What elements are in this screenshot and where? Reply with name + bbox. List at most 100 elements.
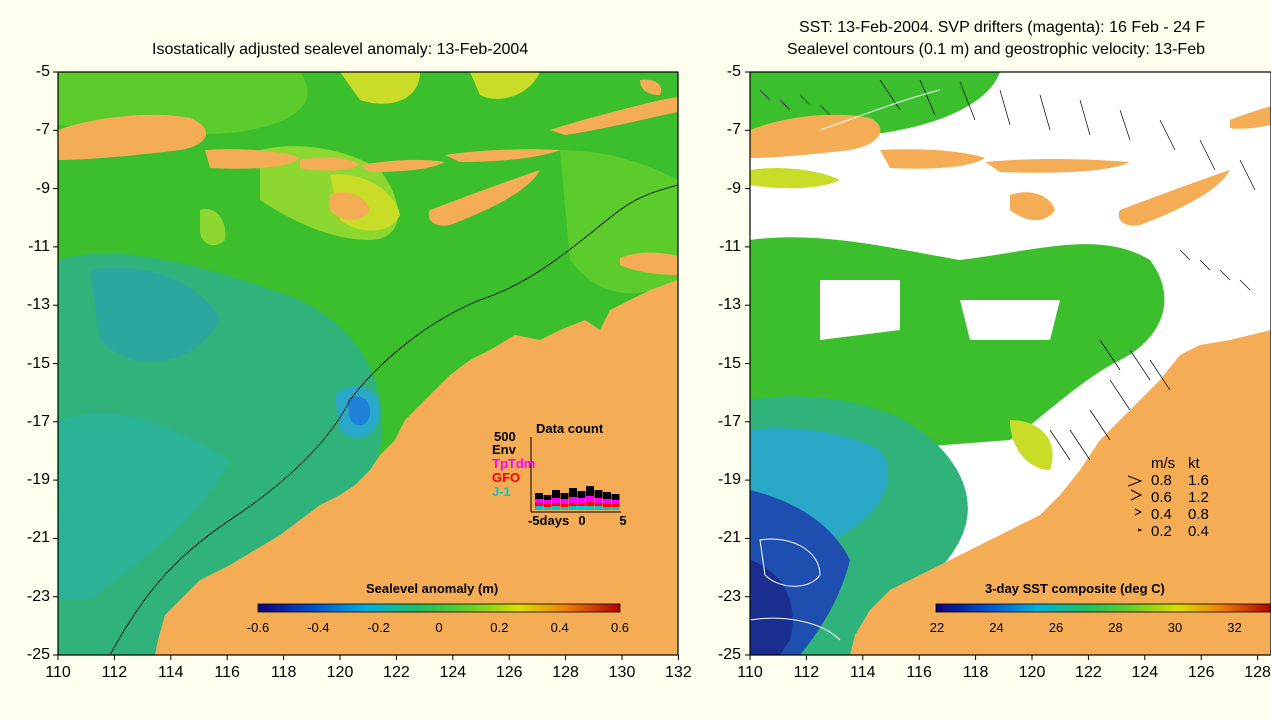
y-tick-label: -23 bbox=[717, 587, 741, 605]
data-count-bar bbox=[611, 500, 620, 504]
sst-colorbar-tick: 30 bbox=[1167, 620, 1183, 635]
x-tick-label: 130 bbox=[608, 664, 636, 681]
y-tick-label: -9 bbox=[726, 179, 741, 197]
data-count-legend-item: TpTdm bbox=[492, 456, 536, 471]
y-tick-label: -5 bbox=[726, 63, 741, 80]
x-tick-label: 132 bbox=[665, 664, 692, 681]
y-tick-label: -9 bbox=[35, 179, 50, 197]
y-tick-label: -23 bbox=[26, 587, 50, 605]
data-count-bar bbox=[535, 503, 543, 506]
data-count-bar bbox=[586, 486, 594, 496]
data-count-bar bbox=[552, 506, 560, 510]
y-tick-label: -13 bbox=[717, 296, 741, 314]
y-tick-label: -5 bbox=[35, 63, 50, 80]
data-count-bar bbox=[543, 507, 552, 510]
data-count-x-tick: 0 bbox=[578, 513, 586, 528]
x-tick-label: 124 bbox=[1131, 664, 1159, 681]
sla-colorbar-tick: -0.2 bbox=[367, 620, 390, 635]
sst-colorbar-title: 3-day SST composite (deg C) bbox=[985, 581, 1165, 596]
sla-colorbar bbox=[257, 603, 621, 613]
y-tick-label: -11 bbox=[719, 237, 741, 255]
left-panel-title: Isostatically adjusted sealevel anomaly:… bbox=[152, 41, 529, 58]
velocity-legend-ms: 0.4 bbox=[1151, 506, 1172, 523]
data-count-bar bbox=[577, 498, 586, 503]
velocity-legend-kt: 1.2 bbox=[1188, 489, 1209, 506]
velocity-legend-header: m/s bbox=[1151, 455, 1176, 472]
data-count-inset bbox=[530, 437, 621, 513]
data-count-bar bbox=[603, 507, 611, 510]
x-tick-label: 114 bbox=[158, 664, 184, 681]
data-count-bar bbox=[577, 503, 586, 506]
sla-colorbar-tick: 0.2 bbox=[490, 620, 509, 635]
data-count-bar bbox=[594, 503, 603, 506]
data-count-legend-item: GFO bbox=[492, 470, 521, 485]
data-count-bar bbox=[577, 491, 586, 498]
sla-colorbar-title: Sealevel anomaly (m) bbox=[366, 581, 499, 596]
data-count-bar bbox=[560, 507, 569, 510]
y-tick-label: -7 bbox=[35, 121, 50, 139]
y-tick-label: -7 bbox=[726, 121, 741, 139]
data-count-bar bbox=[535, 506, 543, 510]
velocity-legend-kt: 0.4 bbox=[1188, 523, 1209, 540]
data-count-bar bbox=[594, 506, 603, 510]
velocity-arrows bbox=[759, 79, 1256, 461]
data-count-scale: 500 bbox=[494, 429, 516, 444]
data-count-bar bbox=[535, 493, 543, 499]
data-count-bar bbox=[552, 503, 560, 506]
right-panel-title-line1: SST: 13-Feb-2004. SVP drifters (magenta)… bbox=[799, 19, 1206, 36]
data-count-bar bbox=[569, 506, 577, 510]
velocity-legend-ms: 0.6 bbox=[1151, 489, 1172, 506]
velocity-legend-arrows bbox=[1127, 475, 1143, 532]
y-tick-label: -19 bbox=[717, 471, 741, 489]
x-tick-label: 110 bbox=[45, 664, 71, 681]
data-count-bar bbox=[577, 506, 586, 510]
x-tick-label: 118 bbox=[270, 664, 297, 681]
y-tick-label: -21 bbox=[717, 529, 741, 547]
velocity-legend-ms: 0.8 bbox=[1151, 472, 1172, 489]
data-count-bar bbox=[569, 503, 577, 506]
data-count-bar bbox=[569, 488, 577, 497]
x-tick-label: 122 bbox=[1075, 664, 1102, 681]
x-tick-label: 128 bbox=[552, 664, 579, 681]
velocity-legend-ms: 0.2 bbox=[1151, 523, 1172, 540]
data-count-bar bbox=[603, 504, 611, 507]
x-tick-label: 128 bbox=[1244, 664, 1271, 681]
sla-colorbar-tick: 0.6 bbox=[610, 620, 630, 635]
data-count-bar bbox=[594, 490, 603, 498]
x-tick-label: 126 bbox=[495, 664, 523, 681]
data-count-bar bbox=[543, 500, 552, 504]
data-count-bar bbox=[552, 498, 560, 503]
sla-colorbar-tick: -0.4 bbox=[307, 620, 330, 635]
data-count-bar bbox=[603, 492, 611, 499]
data-count-bar bbox=[560, 504, 569, 507]
y-tick-label: -17 bbox=[26, 412, 50, 430]
x-tick-label: 120 bbox=[326, 664, 354, 681]
y-tick-label: -19 bbox=[26, 471, 50, 489]
y-tick-label: -15 bbox=[717, 354, 741, 372]
sst-map bbox=[750, 72, 1271, 655]
data-count-bar bbox=[560, 493, 569, 499]
x-tick-label: 112 bbox=[793, 664, 820, 681]
y-tick-label: -25 bbox=[717, 646, 741, 663]
y-tick-label: -25 bbox=[26, 646, 50, 663]
x-tick-label: 126 bbox=[1187, 664, 1215, 681]
sla-colorbar-tick: 0.4 bbox=[550, 620, 569, 635]
data-count-bar bbox=[560, 499, 569, 504]
data-count-x-tick: -5days bbox=[528, 513, 570, 528]
sst-colorbar bbox=[935, 603, 1271, 613]
x-tick-label: 116 bbox=[906, 664, 932, 681]
x-tick-label: 116 bbox=[214, 664, 240, 681]
data-count-bar bbox=[543, 504, 552, 507]
x-tick-label: 120 bbox=[1018, 664, 1046, 681]
velocity-legend-header: kt bbox=[1188, 455, 1200, 472]
sst-colorbar-tick: 28 bbox=[1108, 620, 1123, 635]
sst-colorbar-tick: 32 bbox=[1227, 620, 1242, 635]
data-count-bar bbox=[603, 499, 611, 504]
velocity-legend-kt: 1.6 bbox=[1188, 472, 1209, 489]
x-tick-label: 112 bbox=[101, 664, 128, 681]
sla-colorbar-tick: 0 bbox=[435, 620, 443, 635]
y-tick-label: -17 bbox=[717, 412, 741, 430]
sla-colorbar-tick: -0.6 bbox=[246, 620, 270, 635]
data-count-bar bbox=[611, 507, 620, 510]
